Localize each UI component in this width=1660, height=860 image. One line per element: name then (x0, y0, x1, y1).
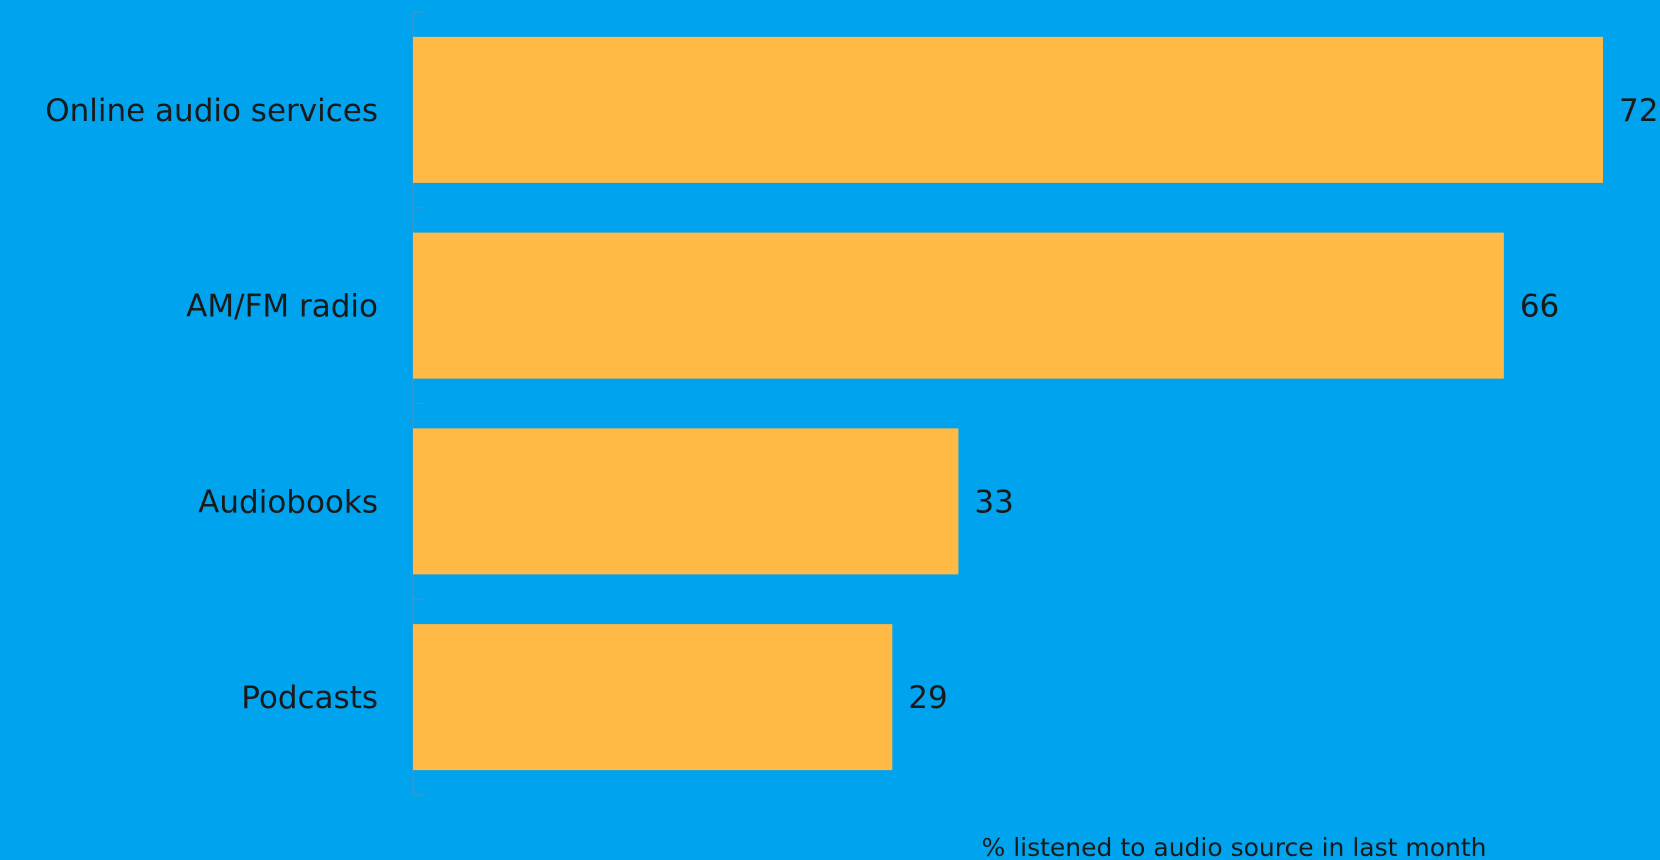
data-label: 66 (1520, 289, 1559, 325)
x-axis-title: % listened to audio source in last month (982, 833, 1487, 860)
category-labels: Online audio services AM/FM radio Audioboo… (45, 93, 378, 716)
bar (413, 624, 893, 771)
bars (413, 36, 1603, 771)
category-label: Podcasts (241, 680, 378, 716)
data-label: 33 (974, 484, 1013, 520)
category-label: Audiobooks (198, 484, 378, 520)
data-label: 72 (1619, 93, 1658, 129)
bar (413, 232, 1504, 379)
bar (413, 36, 1603, 183)
bar (413, 428, 959, 575)
category-label: Online audio services (45, 93, 378, 129)
data-label: 29 (908, 680, 947, 716)
value-labels: 72 66 33 29 (908, 93, 1658, 716)
category-label: AM/FM radio (186, 289, 378, 325)
